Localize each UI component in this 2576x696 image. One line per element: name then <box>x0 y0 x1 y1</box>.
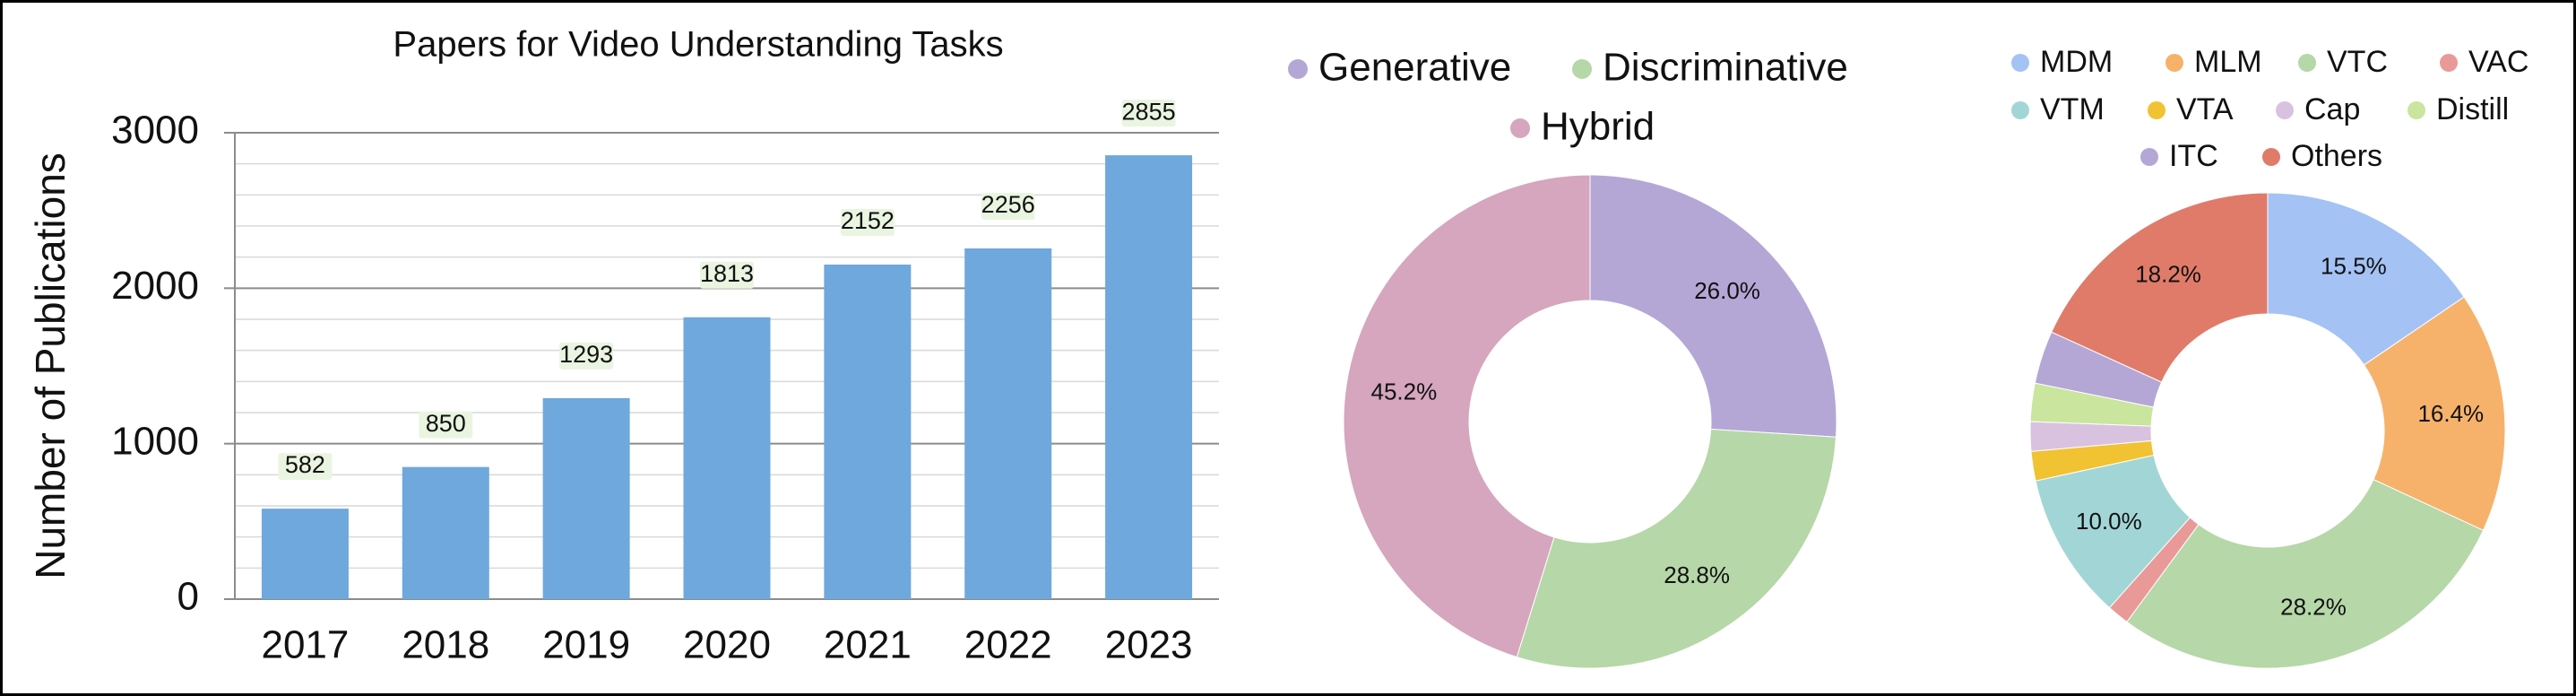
data-label: 2152 <box>841 207 895 234</box>
data-label-bg <box>559 342 614 370</box>
x-tick-label: 2020 <box>683 623 771 667</box>
objective-donut-slice-mlm <box>2363 296 2506 531</box>
bar-2017 <box>261 509 349 599</box>
type-donut-slice-discriminative <box>1516 428 1837 669</box>
bar-2022 <box>964 248 1052 599</box>
objective-donut-slice-vtc <box>2126 478 2485 669</box>
y-axis-label: Number of Publications <box>27 152 73 579</box>
objective-legend-marker <box>2011 101 2029 119</box>
objective-legend-marker <box>2298 54 2316 72</box>
y-tick-label: 1000 <box>111 419 199 463</box>
objective-legend-marker <box>2165 54 2183 72</box>
data-label: 850 <box>426 410 466 437</box>
x-tick-label: 2022 <box>964 623 1052 667</box>
bar-2021 <box>824 264 912 599</box>
y-tick-label: 2000 <box>111 264 199 308</box>
data-label-bg <box>278 453 333 481</box>
type-legend-marker <box>1288 59 1308 79</box>
x-tick-label: 2017 <box>261 623 349 667</box>
chart-title: Papers for Video Understanding Tasks <box>393 25 1003 65</box>
objective-legend-label: VTM <box>2040 92 2105 126</box>
objective-legend-marker <box>2276 101 2294 119</box>
type-legend-marker <box>1572 59 1592 79</box>
bar-2018 <box>402 466 489 599</box>
x-tick-label: 2021 <box>824 623 912 667</box>
data-label: 2855 <box>1122 98 1176 125</box>
objective-donut-slice-label: 16.4% <box>2417 400 2484 427</box>
objective-legend-marker <box>2011 54 2029 72</box>
data-label-bg <box>419 411 473 439</box>
bar-2023 <box>1105 155 1193 599</box>
objective-donut-slice-others <box>2051 192 2269 383</box>
objective-legend-label: VAC <box>2468 45 2528 79</box>
objective-legend-marker <box>2407 101 2425 119</box>
objective-legend-marker <box>2262 148 2280 166</box>
type-donut-slice-generative <box>1589 174 1837 438</box>
y-tick-label: 3000 <box>111 109 199 152</box>
type-legend-label: Hybrid <box>1541 105 1655 149</box>
objective-legend-label: Others <box>2291 139 2382 173</box>
data-label-bg <box>1121 100 1176 127</box>
bar-2019 <box>542 397 630 599</box>
objective-donut-slice-label: 10.0% <box>2076 508 2142 535</box>
objective-legend-marker <box>2148 101 2165 119</box>
x-tick-label: 2018 <box>402 623 489 667</box>
type-donut-slice-label: 45.2% <box>1371 378 1438 405</box>
data-label-bg <box>700 261 754 289</box>
x-tick-label: 2019 <box>542 623 630 667</box>
objective-legend-label: ITC <box>2169 139 2218 173</box>
data-label-bg <box>981 192 1035 220</box>
type-legend-marker <box>1510 118 1530 138</box>
objective-donut-slice-label: 28.2% <box>2280 593 2347 620</box>
objective-legend-label: Distill <box>2436 92 2509 126</box>
type-donut-slice-label: 26.0% <box>1694 277 1760 304</box>
objective-legend-marker <box>2140 148 2158 166</box>
objective-legend-label: VTA <box>2176 92 2234 126</box>
type-donut-slice-label: 28.8% <box>1664 561 1730 588</box>
data-label: 2256 <box>981 191 1035 218</box>
objective-legend-marker <box>2440 54 2458 72</box>
objective-donut-slice-mdm <box>2267 192 2465 366</box>
type-donut-slice-hybrid <box>1343 174 1591 658</box>
objective-donut-slice-label: 18.2% <box>2135 260 2201 287</box>
objective-legend-label: VTC <box>2327 45 2388 79</box>
data-label: 582 <box>285 451 325 478</box>
bar-2020 <box>683 317 771 599</box>
type-legend-label: Discriminative <box>1603 46 1848 90</box>
objective-legend-label: Cap <box>2304 92 2360 126</box>
objective-legend-label: MDM <box>2040 45 2113 79</box>
data-label-bg <box>840 208 895 236</box>
objective-legend-label: MLM <box>2194 45 2262 79</box>
y-tick-label: 0 <box>177 575 199 619</box>
data-label: 1813 <box>700 260 754 287</box>
objective-donut-slice-label: 15.5% <box>2321 253 2387 280</box>
data-label: 1293 <box>559 341 613 368</box>
x-tick-label: 2023 <box>1105 623 1193 667</box>
type-legend-label: Generative <box>1318 46 1511 90</box>
